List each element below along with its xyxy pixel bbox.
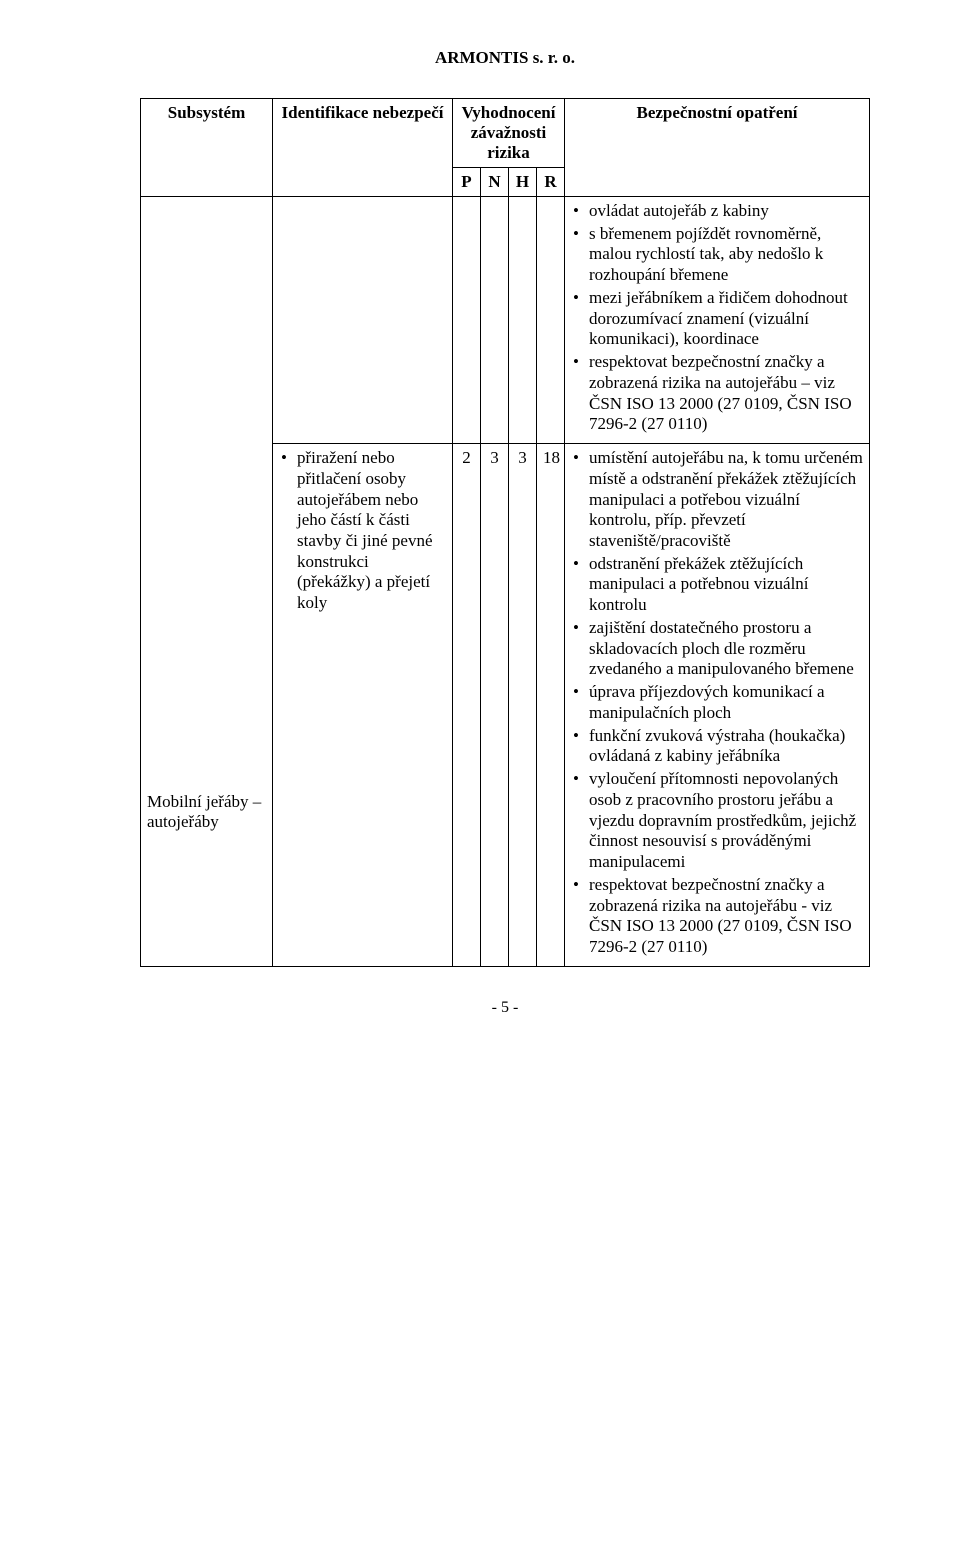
list-item: umístění autojeřábu na, k tomu určeném m… [571,448,863,552]
page-footer: - 5 - [140,999,870,1017]
th-r: R [537,168,565,197]
cell-r: 18 [537,444,565,967]
list-item: respektovat bezpečnostní značky a zobraz… [571,352,863,435]
cell-subsystem: Mobilní jeřáby – autojeřáby [141,197,273,967]
th-p: P [453,168,481,197]
list-item: funkční zvuková výstraha (houkačka) ovlá… [571,726,863,767]
list-item: ovládat autojeřáb z kabiny [571,201,863,222]
doc-company-title: ARMONTIS s. r. o. [140,48,870,68]
th-eval-group: Vyhodnocení závažnosti rizika [453,99,565,168]
cell-h-top [509,197,537,444]
measures-list-bottom: umístění autojeřábu na, k tomu určeném m… [571,448,863,958]
th-subsystem: Subsystém [141,99,273,197]
th-ident: Identifikace nebezpečí [273,99,453,197]
list-item: s břemenem pojíždět rovnoměrně, malou ry… [571,224,863,286]
table-head: Subsystém Identifikace nebezpečí Vyhodno… [141,99,870,197]
list-item: mezi jeřábníkem a řidičem dohodnout doro… [571,288,863,350]
cell-r-top [537,197,565,444]
cell-ident-top [273,197,453,444]
cell-measures-top: ovládat autojeřáb z kabinys břemenem poj… [565,197,870,444]
list-item: zajištění dostatečného prostoru a sklado… [571,618,863,680]
th-h: H [509,168,537,197]
cell-h: 3 [509,444,537,967]
risk-table: Subsystém Identifikace nebezpečí Vyhodno… [140,98,870,967]
cell-p-top [453,197,481,444]
list-item: vyloučení přítomnosti nepovolaných osob … [571,769,863,873]
table-row: Mobilní jeřáby – autojeřáby ovládat auto… [141,197,870,444]
list-item: úprava příjezdových komunikací a manipul… [571,682,863,723]
cell-n: 3 [481,444,509,967]
th-measure: Bezpečnostní opatření [565,99,870,197]
cell-ident-bottom: přiražení nebo přitlačení osoby autojeřá… [273,444,453,967]
table-body: Mobilní jeřáby – autojeřáby ovládat auto… [141,197,870,967]
list-item: respektovat bezpečnostní značky a zobraz… [571,875,863,958]
page: ARMONTIS s. r. o. Subsystém Identifikace… [0,0,960,1548]
th-n: N [481,168,509,197]
list-item: odstranění překážek ztěžujících manipula… [571,554,863,616]
cell-n-top [481,197,509,444]
cell-p: 2 [453,444,481,967]
cell-measures-bottom: umístění autojeřábu na, k tomu určeném m… [565,444,870,967]
ident-list: přiražení nebo přitlačení osoby autojeřá… [279,448,446,614]
measures-list-top: ovládat autojeřáb z kabinys břemenem poj… [571,201,863,435]
list-item: přiražení nebo přitlačení osoby autojeřá… [279,448,446,614]
